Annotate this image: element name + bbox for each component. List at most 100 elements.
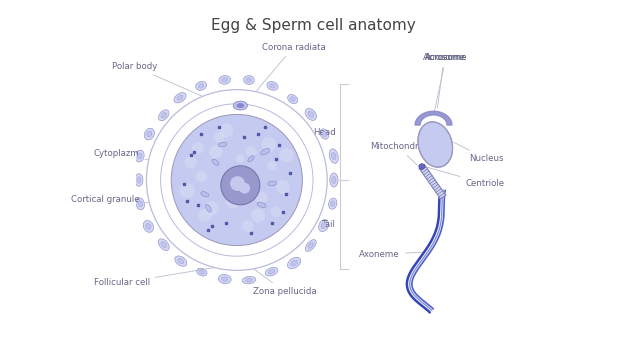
Ellipse shape bbox=[197, 268, 207, 276]
Ellipse shape bbox=[135, 150, 144, 162]
Ellipse shape bbox=[161, 242, 167, 248]
Ellipse shape bbox=[233, 101, 247, 110]
Ellipse shape bbox=[248, 156, 254, 162]
Text: Nucleus: Nucleus bbox=[454, 142, 503, 163]
Text: Cytoplazm: Cytoplazm bbox=[93, 149, 175, 165]
Ellipse shape bbox=[267, 81, 278, 90]
Circle shape bbox=[242, 220, 254, 232]
Text: Mitochondria: Mitochondria bbox=[262, 142, 318, 156]
Ellipse shape bbox=[218, 274, 231, 284]
Ellipse shape bbox=[196, 81, 207, 90]
Ellipse shape bbox=[245, 278, 252, 282]
Ellipse shape bbox=[146, 224, 151, 229]
Circle shape bbox=[270, 207, 281, 217]
Ellipse shape bbox=[287, 257, 300, 269]
Ellipse shape bbox=[305, 108, 317, 120]
Text: Mitochondria: Mitochondria bbox=[370, 142, 426, 174]
Circle shape bbox=[245, 146, 257, 157]
Ellipse shape bbox=[269, 270, 275, 274]
Ellipse shape bbox=[418, 122, 453, 167]
Ellipse shape bbox=[158, 239, 169, 251]
Ellipse shape bbox=[244, 76, 254, 85]
Ellipse shape bbox=[270, 84, 275, 88]
Circle shape bbox=[251, 208, 265, 222]
Ellipse shape bbox=[175, 256, 187, 266]
Circle shape bbox=[198, 209, 212, 222]
Circle shape bbox=[221, 166, 260, 205]
Ellipse shape bbox=[138, 201, 142, 207]
Ellipse shape bbox=[146, 131, 152, 137]
Ellipse shape bbox=[136, 198, 145, 210]
Text: Tail: Tail bbox=[322, 220, 336, 229]
Ellipse shape bbox=[222, 277, 228, 281]
Text: Cortical granule: Cortical granule bbox=[71, 195, 175, 204]
Ellipse shape bbox=[143, 220, 153, 232]
Circle shape bbox=[279, 148, 294, 162]
Text: Centriole: Centriole bbox=[428, 167, 505, 188]
Ellipse shape bbox=[242, 276, 255, 284]
Ellipse shape bbox=[222, 78, 227, 82]
Ellipse shape bbox=[308, 112, 314, 117]
Text: Acrosome: Acrosome bbox=[424, 53, 467, 62]
Ellipse shape bbox=[329, 149, 338, 163]
Text: Polar body: Polar body bbox=[111, 62, 213, 101]
Ellipse shape bbox=[321, 222, 326, 229]
Circle shape bbox=[146, 90, 327, 270]
Ellipse shape bbox=[290, 97, 295, 101]
Ellipse shape bbox=[177, 95, 183, 100]
Text: Acrosome: Acrosome bbox=[424, 53, 467, 113]
Ellipse shape bbox=[308, 243, 314, 248]
Circle shape bbox=[185, 156, 197, 168]
Ellipse shape bbox=[319, 220, 329, 231]
Ellipse shape bbox=[322, 131, 327, 137]
Circle shape bbox=[161, 104, 313, 256]
Ellipse shape bbox=[212, 159, 219, 165]
Circle shape bbox=[180, 183, 195, 198]
Ellipse shape bbox=[288, 95, 298, 104]
Ellipse shape bbox=[178, 258, 184, 264]
Text: Egg & Sperm cell anatomy: Egg & Sperm cell anatomy bbox=[210, 18, 416, 33]
Ellipse shape bbox=[260, 148, 270, 155]
Circle shape bbox=[239, 183, 250, 194]
Circle shape bbox=[276, 180, 290, 194]
Circle shape bbox=[419, 164, 424, 169]
Circle shape bbox=[196, 171, 207, 182]
Circle shape bbox=[226, 194, 240, 209]
Polygon shape bbox=[415, 111, 452, 125]
Circle shape bbox=[230, 176, 245, 191]
Circle shape bbox=[267, 161, 277, 171]
Ellipse shape bbox=[199, 270, 205, 274]
Circle shape bbox=[192, 142, 203, 154]
Ellipse shape bbox=[332, 176, 336, 184]
Ellipse shape bbox=[330, 173, 338, 187]
Text: Head: Head bbox=[314, 128, 336, 137]
Ellipse shape bbox=[137, 177, 141, 183]
Circle shape bbox=[205, 201, 219, 215]
Text: Acrosome: Acrosome bbox=[423, 53, 465, 108]
Ellipse shape bbox=[331, 201, 335, 206]
Ellipse shape bbox=[135, 174, 143, 186]
Ellipse shape bbox=[138, 153, 142, 159]
Text: Axoneme: Axoneme bbox=[359, 250, 425, 259]
Ellipse shape bbox=[158, 110, 169, 121]
Circle shape bbox=[256, 192, 267, 203]
Text: Zona pellucida: Zona pellucida bbox=[253, 269, 316, 296]
Text: Nucleus: Nucleus bbox=[262, 191, 296, 207]
Ellipse shape bbox=[257, 202, 266, 207]
Ellipse shape bbox=[218, 142, 227, 147]
Text: Corona radiata: Corona radiata bbox=[256, 42, 326, 91]
Ellipse shape bbox=[161, 113, 167, 118]
Circle shape bbox=[219, 123, 233, 138]
Ellipse shape bbox=[329, 198, 337, 209]
Ellipse shape bbox=[174, 93, 186, 103]
Circle shape bbox=[213, 132, 224, 143]
Ellipse shape bbox=[265, 267, 278, 276]
Circle shape bbox=[172, 114, 302, 246]
Ellipse shape bbox=[331, 153, 336, 160]
Ellipse shape bbox=[205, 204, 211, 212]
Ellipse shape bbox=[246, 78, 252, 82]
Circle shape bbox=[236, 154, 245, 163]
Ellipse shape bbox=[198, 84, 204, 88]
Ellipse shape bbox=[268, 181, 277, 186]
Circle shape bbox=[208, 145, 222, 158]
